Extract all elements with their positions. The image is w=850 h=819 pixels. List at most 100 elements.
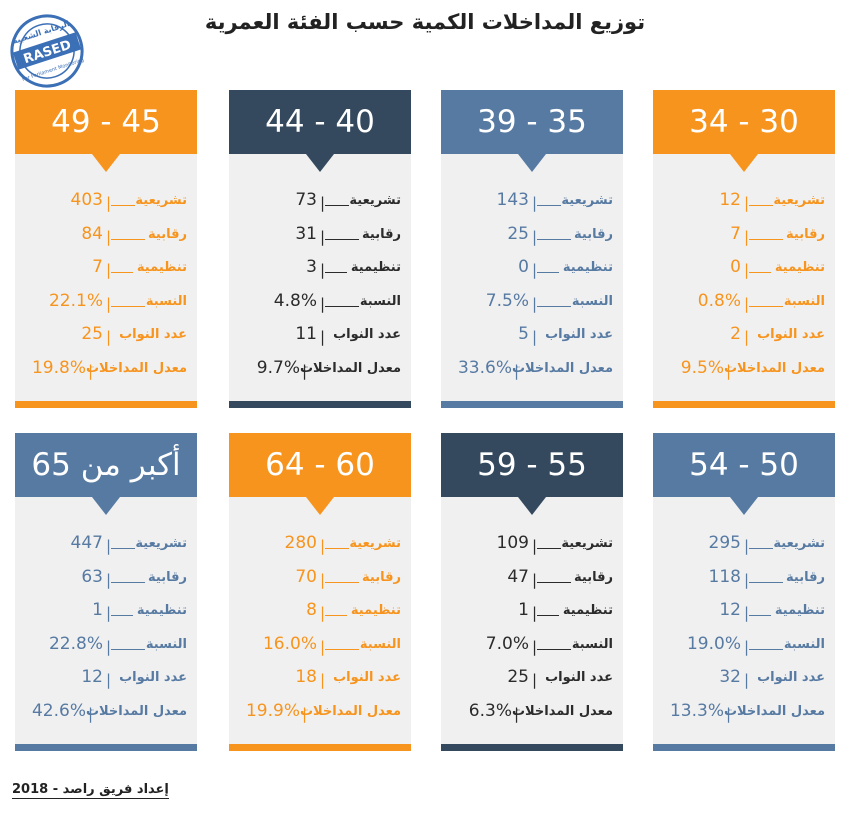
stat-label: تشريعية [561, 536, 613, 551]
separator: | [105, 261, 111, 280]
stat-label: النسبة [359, 293, 401, 309]
stat-value: 1 [518, 600, 529, 621]
age-group-card: 34 - 30 تشريعية | 12 رقابية | 7 تنظيمية | 0 النسبة… [653, 90, 835, 408]
stat-label: النسبة [145, 293, 187, 309]
stat-value: 12 [719, 600, 741, 621]
stat-label: معدل المداخلات [85, 704, 187, 719]
label-stretch-line [111, 615, 133, 617]
age-group-header: 44 - 40 [229, 90, 411, 154]
stat-label: معدل المداخلات [299, 361, 401, 376]
stat-value: 4.8% [273, 290, 317, 311]
stat-label: عدد النواب [333, 327, 401, 343]
stat-label: تنظيمية [136, 603, 187, 619]
header-pointer [306, 497, 334, 515]
stat-row: تنظيمية | 8 [229, 598, 411, 630]
stat-label: تشريعية [135, 536, 187, 551]
label-stretch-line [749, 238, 783, 240]
stat-label: النسبة [145, 636, 187, 652]
stat-value: 16.0% [262, 633, 317, 654]
separator: | [531, 294, 537, 313]
stat-label: رقابية [148, 226, 187, 242]
stat-label: تنظيمية [774, 603, 825, 619]
header-pointer [518, 154, 546, 172]
stat-value: 403 [70, 190, 103, 210]
stat-value: 0 [518, 257, 529, 278]
stat-label: عدد النواب [333, 670, 401, 686]
stat-row: النسبة | 4.8% [229, 289, 411, 321]
separator: | [531, 194, 537, 212]
stat-label: عدد النواب [119, 327, 187, 343]
stat-value: 12 [81, 667, 103, 688]
label-stretch-line [749, 615, 771, 617]
stat-label: تنظيمية [136, 260, 187, 276]
stat-row: النسبة | 7.5% [441, 289, 623, 321]
label-stretch-line [749, 205, 773, 206]
separator: | [513, 705, 519, 723]
stat-row: تشريعية | 447 [15, 531, 197, 563]
stat-row: تنظيمية | 1 [15, 598, 197, 630]
stat-row: رقابية | 25 [441, 222, 623, 254]
label-stretch-line [325, 238, 359, 240]
age-group-header: 59 - 55 [441, 433, 623, 497]
stat-value: 32 [719, 667, 741, 688]
stat-value: 84 [81, 223, 103, 244]
credit-footer: إعداد فريق راصد - 2018 [12, 782, 169, 799]
separator: | [105, 671, 111, 690]
stat-label: معدل المداخلات [299, 704, 401, 719]
stat-row: رقابية | 118 [653, 565, 835, 597]
age-group-card: 64 - 60 تشريعية | 280 رقابية | 70 تنظيمية | 8 النس… [229, 433, 411, 751]
stat-value: 42.6% [31, 701, 86, 721]
separator: | [105, 328, 111, 347]
stat-value: 70 [295, 566, 317, 587]
stat-value: 12 [719, 190, 741, 210]
separator: | [531, 328, 537, 347]
stat-row: عدد النواب | 12 [15, 665, 197, 697]
separator: | [319, 227, 325, 246]
stat-value: 6.3% [468, 701, 512, 721]
stat-value: 5 [518, 324, 529, 345]
stat-label: رقابية [786, 569, 825, 585]
stat-row: تنظيمية | 0 [653, 255, 835, 287]
stat-row: معدل المداخلات | 19.9% [229, 699, 411, 731]
stat-value: 13.3% [669, 701, 724, 721]
header-pointer [92, 154, 120, 172]
stat-value: 25 [81, 324, 103, 345]
header-pointer [518, 497, 546, 515]
stat-row: تشريعية | 73 [229, 188, 411, 220]
label-stretch-line [325, 205, 349, 206]
stat-row: تشريعية | 295 [653, 531, 835, 563]
stat-label: تنظيمية [562, 260, 613, 276]
stat-value: 7.0% [485, 633, 529, 654]
separator: | [319, 328, 325, 347]
age-group-header: 49 - 45 [15, 90, 197, 154]
card-bottom-bar [15, 744, 197, 751]
stat-row: تنظيمية | 1 [441, 598, 623, 630]
label-stretch-line [749, 581, 783, 583]
stat-value: 3 [306, 257, 317, 278]
stat-value: 19.8% [31, 358, 86, 378]
stat-label: عدد النواب [757, 670, 825, 686]
label-stretch-line [111, 581, 145, 583]
stat-label: تشريعية [773, 193, 825, 208]
label-stretch-line [749, 548, 773, 549]
stat-label: رقابية [362, 569, 401, 585]
stat-row: رقابية | 70 [229, 565, 411, 597]
label-stretch-line [325, 305, 359, 307]
header-pointer [730, 154, 758, 172]
page-title: توزيع المداخلات الكمية حسب الفئة العمرية [204, 10, 646, 34]
separator: | [319, 194, 325, 212]
stat-label: معدل المداخلات [723, 361, 825, 376]
stat-label: عدد النواب [545, 327, 613, 343]
stat-label: تشريعية [349, 536, 401, 551]
label-stretch-line [111, 548, 135, 549]
stat-label: عدد النواب [757, 327, 825, 343]
separator: | [743, 227, 749, 246]
stat-label: تنظيمية [350, 260, 401, 276]
separator: | [301, 705, 307, 723]
separator: | [531, 570, 537, 589]
separator: | [743, 294, 749, 313]
separator: | [743, 637, 749, 656]
header-pointer [730, 497, 758, 515]
card-bottom-bar [441, 744, 623, 751]
separator: | [743, 261, 749, 280]
